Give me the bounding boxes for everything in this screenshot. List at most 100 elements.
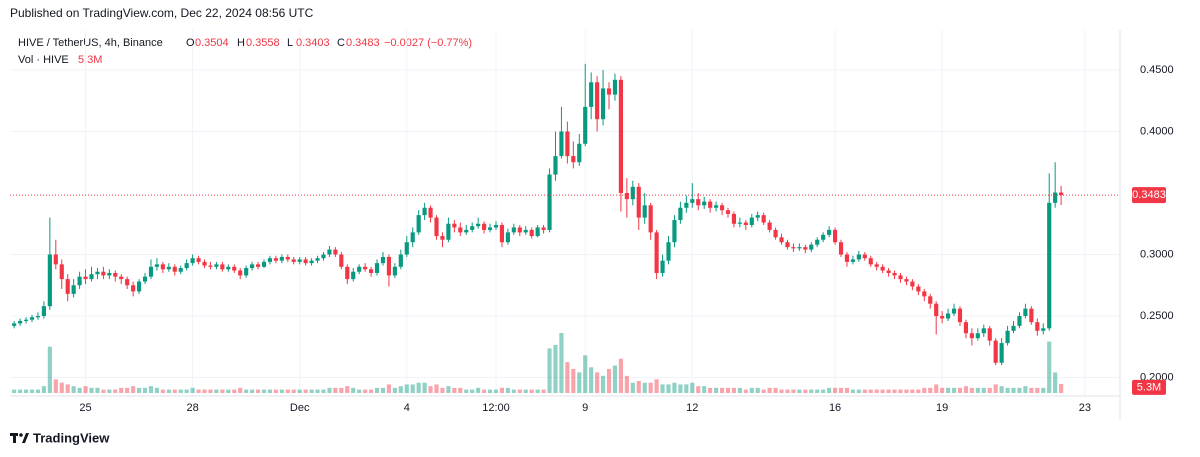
candle-body	[464, 229, 469, 233]
volume-bar	[934, 384, 939, 393]
volume-bar	[571, 369, 576, 393]
volume-bar	[232, 389, 237, 393]
volume-bar	[511, 389, 516, 393]
candle-body	[892, 272, 897, 276]
volume-bar	[363, 389, 368, 393]
volume-bar	[940, 387, 945, 393]
volume-bar	[422, 382, 427, 393]
volume-bar	[595, 372, 600, 393]
candle-body	[487, 227, 493, 230]
candle-body	[553, 156, 558, 175]
volume-bar	[600, 375, 606, 393]
volume-bar	[297, 389, 302, 393]
x-tick-label: 12:00	[482, 402, 510, 414]
candle-body	[702, 201, 707, 206]
footer-brand: TradingView	[33, 430, 110, 445]
volume-bar	[963, 386, 969, 393]
candle-body	[761, 215, 766, 223]
candle-body	[95, 271, 100, 275]
candle-body	[142, 276, 148, 282]
volume-bar	[386, 384, 392, 393]
volume-bar	[690, 382, 695, 393]
published-note: Published on TradingView.com, Dec 22, 20…	[10, 6, 314, 20]
volume-title: Vol · HIVE	[18, 54, 69, 66]
volume-bar	[333, 387, 338, 393]
candle-body	[297, 259, 302, 262]
candle-body	[708, 201, 713, 208]
candle-body	[618, 79, 623, 194]
volume-bar	[892, 389, 897, 393]
candle-body	[357, 266, 362, 272]
volume-bar	[916, 389, 921, 393]
volume-bar	[1005, 387, 1010, 393]
volume-bar	[505, 387, 510, 393]
volume-bar	[172, 389, 177, 393]
candle-body	[482, 223, 487, 230]
volume-bar	[476, 387, 481, 393]
candle-body	[779, 237, 784, 243]
volume-bar	[975, 387, 980, 393]
candle-body	[898, 275, 903, 280]
volume-bar	[255, 389, 261, 393]
candle-body	[321, 254, 326, 259]
candle-body	[975, 333, 980, 339]
volume-bar	[821, 389, 826, 393]
volume-bar	[428, 386, 433, 393]
candle-body	[922, 291, 927, 297]
candle-body	[832, 229, 838, 243]
candle-body	[214, 264, 219, 267]
volume-bar	[648, 382, 653, 393]
candle-body	[172, 266, 177, 272]
candle-body	[428, 207, 433, 218]
volume-bar	[368, 389, 374, 393]
candle-body	[827, 229, 832, 235]
volume-bar	[214, 389, 219, 393]
volume-bar	[529, 389, 534, 393]
candle-body	[672, 220, 677, 243]
candle-body	[291, 259, 296, 262]
volume-bar	[749, 387, 754, 393]
volume-bar	[190, 387, 195, 393]
volume-bar	[678, 384, 683, 393]
volume-bar	[886, 389, 891, 393]
volume-bar	[321, 389, 326, 393]
candle-body	[963, 322, 969, 334]
volume-bar	[202, 389, 207, 393]
volume-bar	[708, 387, 713, 393]
candle-body	[178, 268, 183, 272]
candle-body	[232, 266, 237, 271]
candle-body	[493, 224, 499, 228]
volume-bar	[71, 386, 76, 393]
volume-bar	[791, 389, 796, 393]
volume-bar	[779, 389, 784, 393]
volume-bar	[832, 387, 838, 393]
volume-bar	[53, 379, 58, 393]
volume-bar	[499, 387, 505, 393]
candle-body	[678, 207, 683, 221]
candle-body	[642, 205, 647, 218]
ohlc-value: 0.3558	[246, 37, 280, 49]
ohlc-letter: O	[186, 37, 195, 49]
candle-body	[684, 202, 689, 208]
volume-bar	[618, 358, 623, 393]
candle-body	[196, 258, 201, 262]
volume-bar	[464, 389, 469, 393]
volume-bar	[226, 389, 231, 393]
candle-body	[392, 266, 397, 276]
volume-bar	[1011, 387, 1016, 393]
volume-bar	[969, 387, 974, 393]
volume-bar	[1017, 387, 1022, 393]
volume-bar	[725, 387, 731, 393]
candle-body	[767, 222, 772, 230]
candle-body	[589, 82, 594, 107]
candle-body	[315, 258, 320, 261]
volume-bar	[904, 389, 909, 393]
volume-bar	[1029, 387, 1034, 393]
candle-body	[886, 270, 891, 273]
volume-bar	[785, 389, 790, 393]
x-tick-label: 12	[686, 402, 698, 414]
candle-body	[65, 279, 70, 294]
volume-bar	[797, 389, 802, 393]
volume-bar	[446, 386, 451, 393]
volume-bar	[315, 389, 320, 393]
